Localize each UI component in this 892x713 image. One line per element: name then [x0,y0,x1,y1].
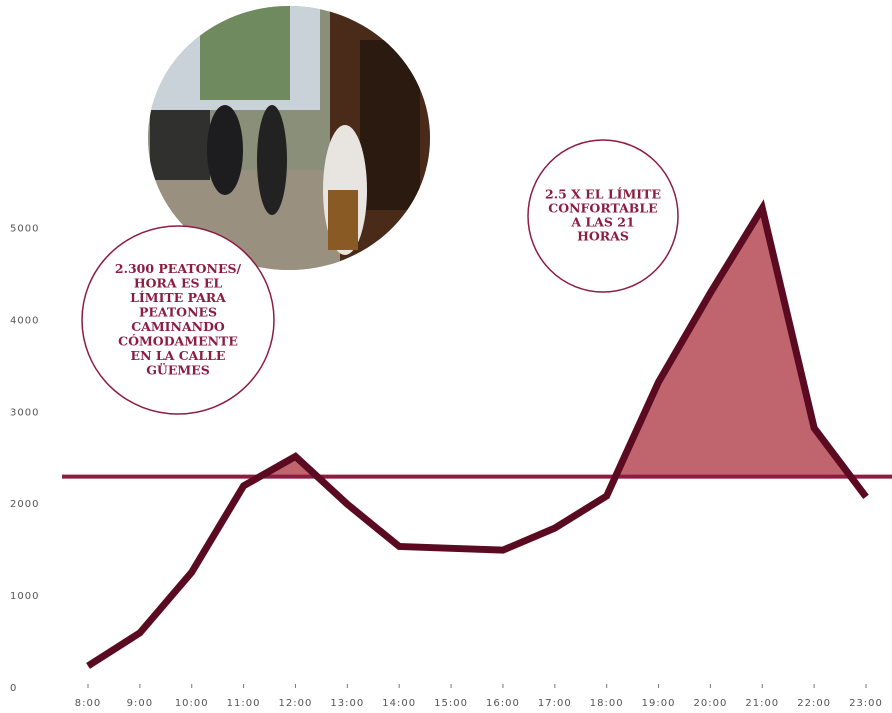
x-tick-label: 14:00 [382,698,416,709]
annotation-text: 2.300 PEATONES/ [115,261,242,276]
y-tick-label: 5000 [10,224,39,235]
y-tick-label: 0 [10,683,17,694]
x-tick-label: 16:00 [486,698,520,709]
x-tick-label: 13:00 [330,698,364,709]
y-tick-label: 3000 [10,407,39,418]
x-tick-label: 22:00 [797,698,831,709]
x-tick-label: 11:00 [227,698,261,709]
x-tick-label: 21:00 [745,698,779,709]
annotation-text: LÍMITE PARA [130,290,226,305]
annotation-text: A LAS 21 [570,215,634,230]
y-tick-label: 2000 [10,499,39,510]
annotation-text: CAMINANDO [131,319,225,334]
x-tick-label: 23:00 [849,698,883,709]
data-line [86,199,869,669]
x-tick-label: 9:00 [127,698,153,709]
annotation-text: PEATONES [139,304,217,319]
x-tick-label: 17:00 [538,698,572,709]
x-tick-label: 18:00 [590,698,624,709]
annotation-bubble [81,225,275,415]
excess-area [88,208,866,477]
y-tick-label: 1000 [10,591,39,602]
annotation-text: GÜEMES [146,361,210,377]
x-tick-label: 8:00 [75,698,101,709]
annotation-text: EN LA CALLE [131,348,226,363]
x-tick-label: 12:00 [279,698,313,709]
annotation-text: HORA ES EL [134,275,223,290]
annotation-text: CONFORTABLE [548,201,657,216]
annotation-bubble [527,139,679,293]
x-tick-label: 15:00 [434,698,468,709]
annotation-text: CÓMODAMENTE [118,332,238,348]
y-tick-label: 4000 [10,315,39,326]
annotation-text: HORAS [577,229,629,244]
x-tick-label: 19:00 [642,698,676,709]
x-tick-label: 20:00 [693,698,727,709]
annotation-text: 2.5 X EL LÍMITE [545,187,661,202]
x-tick-label: 10:00 [175,698,209,709]
